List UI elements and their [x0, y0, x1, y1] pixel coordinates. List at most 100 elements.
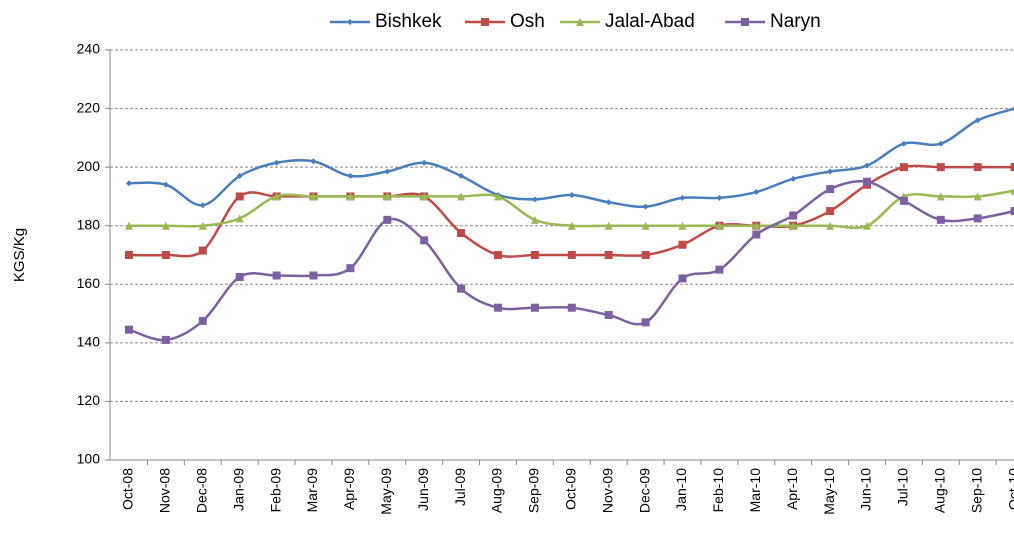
marker	[605, 199, 612, 206]
marker	[974, 117, 981, 124]
marker	[458, 172, 465, 179]
marker	[937, 140, 944, 147]
marker	[383, 192, 392, 201]
marker	[973, 192, 982, 201]
marker	[530, 303, 539, 312]
x-tick-label: Aug-10	[932, 468, 948, 513]
marker	[715, 265, 724, 274]
marker	[494, 192, 502, 201]
x-tick-label: May-10	[821, 468, 837, 515]
marker	[604, 251, 613, 259]
marker	[198, 221, 207, 230]
marker	[826, 221, 835, 230]
marker	[789, 211, 798, 220]
marker	[900, 140, 907, 147]
x-tick-label: Jan-10	[673, 468, 689, 511]
marker	[826, 185, 835, 194]
marker	[272, 271, 281, 280]
marker	[494, 251, 502, 259]
marker	[347, 172, 354, 179]
x-tick-label: May-09	[378, 468, 394, 515]
marker	[347, 19, 353, 25]
marker	[481, 18, 489, 26]
marker	[420, 236, 429, 245]
marker	[198, 316, 207, 325]
marker	[716, 194, 723, 201]
marker	[678, 221, 687, 230]
marker	[752, 230, 761, 239]
y-tick-label: 120	[77, 392, 101, 408]
marker	[1010, 207, 1014, 216]
legend: Bishkek Osh Jalal-Abad Naryn	[330, 11, 821, 32]
marker	[899, 163, 908, 172]
marker	[346, 264, 355, 273]
marker	[235, 192, 244, 201]
y-tick-label: 140	[77, 334, 101, 350]
x-tick-label: Dec-09	[636, 468, 652, 513]
legend-item: Naryn	[725, 11, 821, 32]
marker	[309, 271, 318, 280]
x-tick-label: Sep-10	[968, 468, 984, 513]
x-tick-label: Feb-10	[710, 468, 726, 513]
marker	[973, 214, 982, 223]
marker	[383, 215, 392, 224]
x-tick-label: Apr-10	[784, 468, 800, 510]
marker	[530, 251, 539, 259]
marker	[789, 221, 798, 230]
marker	[678, 240, 687, 249]
legend-label: Naryn	[770, 11, 821, 32]
marker	[384, 168, 391, 175]
x-tick-label: Jun-10	[858, 468, 874, 511]
x-tick-label: Jul-10	[895, 468, 911, 506]
marker	[457, 229, 466, 238]
series-line	[128, 107, 1014, 209]
marker	[420, 192, 429, 201]
marker	[604, 221, 613, 230]
x-tick-label: Oct-08	[120, 468, 136, 510]
marker	[679, 194, 686, 201]
x-tick-label: Nov-08	[157, 468, 173, 513]
legend-item: Jalal-Abad	[560, 11, 695, 32]
y-axis-label: KGS/Kg	[11, 228, 28, 282]
marker	[1010, 163, 1014, 172]
marker	[678, 274, 687, 283]
y-tick-label: 180	[77, 216, 101, 232]
legend-label: Osh	[510, 11, 545, 32]
marker	[161, 335, 170, 344]
marker	[346, 192, 355, 201]
marker	[936, 163, 945, 172]
marker	[273, 159, 280, 166]
marker	[530, 215, 539, 224]
marker	[826, 207, 835, 216]
marker	[125, 325, 133, 334]
x-tick-label: Mar-10	[747, 468, 763, 513]
marker	[125, 221, 133, 230]
marker	[642, 203, 649, 210]
marker	[753, 189, 760, 196]
marker	[641, 318, 650, 327]
marker	[641, 221, 650, 230]
marker	[198, 246, 207, 255]
marker	[936, 192, 945, 201]
marker	[604, 311, 613, 320]
x-tick-label: Jun-09	[415, 468, 431, 511]
marker	[863, 177, 871, 186]
x-tick-label: Sep-09	[526, 468, 542, 513]
marker	[567, 251, 576, 259]
marker	[863, 221, 871, 230]
marker	[236, 172, 243, 179]
marker	[641, 251, 650, 259]
marker	[568, 191, 575, 198]
legend-item: Bishkek	[330, 11, 442, 32]
marker	[309, 192, 318, 201]
marker	[790, 175, 797, 182]
y-tick-label: 200	[77, 158, 101, 174]
x-tick-label: Jan-09	[230, 468, 246, 511]
x-tick-label: Feb-09	[267, 468, 283, 513]
marker	[864, 162, 870, 169]
marker	[567, 303, 576, 312]
marker	[567, 221, 576, 230]
marker	[1011, 106, 1014, 111]
y-tick-label: 160	[77, 275, 101, 291]
